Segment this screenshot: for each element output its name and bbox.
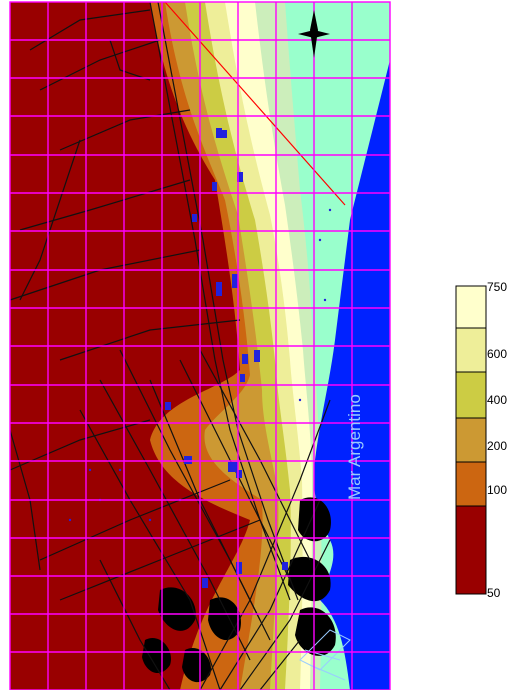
- legend-swatch-200: [455, 417, 487, 463]
- legend-label-100: 100: [487, 483, 508, 497]
- legend-label-50: 50: [487, 586, 501, 600]
- legend-bar: [455, 285, 487, 595]
- grid-lines: [9, 1, 391, 690]
- legend-swatch-600: [455, 327, 487, 373]
- road-network: [9, 1, 331, 690]
- urban-patch: [208, 597, 241, 641]
- north-arrow-icon: [298, 10, 330, 58]
- legend-label-600: 600: [487, 347, 508, 361]
- legend: 750 600 400 200 100 50: [455, 281, 515, 599]
- urban-patch: [142, 638, 171, 674]
- legend-swatch-750: [455, 285, 487, 329]
- urban-patch: [158, 587, 196, 631]
- urban-patch: [288, 556, 331, 602]
- legend-label-400: 400: [487, 393, 508, 407]
- urban-patch: [295, 607, 336, 656]
- sea-label: Mar Argentino: [345, 394, 364, 500]
- legend-swatch-400: [455, 371, 487, 419]
- legend-swatch-50: [455, 505, 487, 595]
- legend-label-750: 750: [487, 280, 508, 294]
- legend-swatch-100: [455, 461, 487, 507]
- urban-patch: [182, 648, 211, 683]
- diagonal-line: [164, 1, 346, 206]
- legend-label-200: 200: [487, 439, 508, 453]
